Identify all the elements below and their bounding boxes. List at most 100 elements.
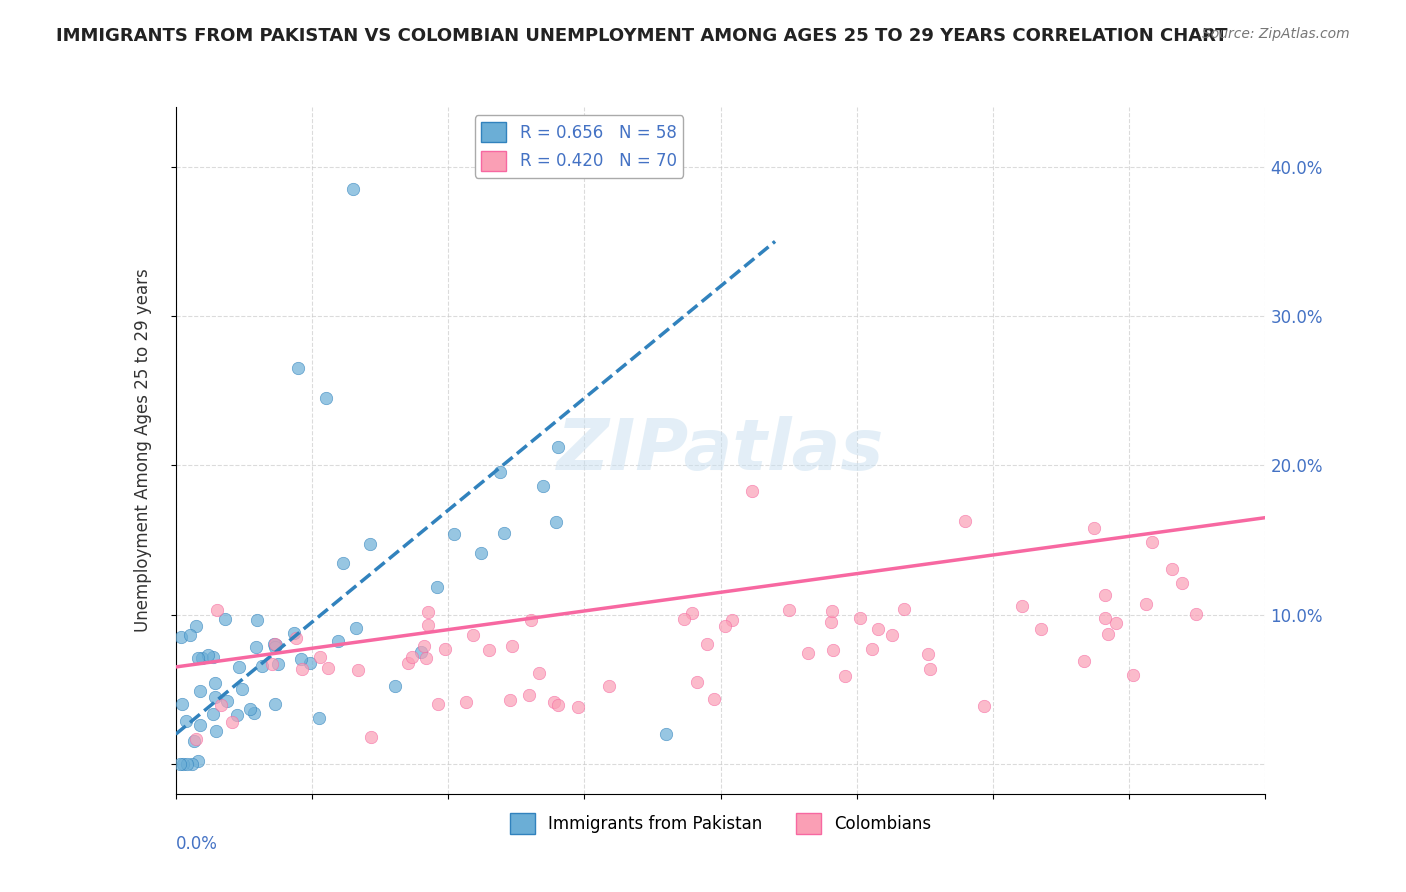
Point xyxy=(347,663,370,677)
Point xyxy=(567,699,589,714)
Point xyxy=(188,718,211,732)
Point xyxy=(443,526,465,541)
Point xyxy=(309,649,332,664)
Point xyxy=(172,757,194,772)
Point xyxy=(202,706,225,721)
Point xyxy=(214,612,236,626)
Point xyxy=(849,611,872,625)
Point xyxy=(188,684,211,698)
Point xyxy=(264,640,287,654)
Point xyxy=(1097,626,1119,640)
Point xyxy=(384,679,406,693)
Point xyxy=(714,619,737,633)
Point xyxy=(250,659,273,673)
Point xyxy=(359,537,381,551)
Point xyxy=(332,556,354,570)
Point xyxy=(315,391,337,405)
Point xyxy=(1171,576,1194,591)
Point xyxy=(492,526,515,541)
Point xyxy=(519,613,541,627)
Point xyxy=(672,612,695,626)
Point xyxy=(221,715,243,730)
Point xyxy=(1029,622,1052,636)
Point xyxy=(1073,654,1095,668)
Point xyxy=(197,648,219,662)
Point xyxy=(1161,562,1184,576)
Point xyxy=(501,639,523,653)
Point xyxy=(418,618,440,632)
Point xyxy=(284,632,307,646)
Point xyxy=(245,640,267,654)
Point xyxy=(1094,611,1116,625)
Point xyxy=(231,681,253,696)
Point xyxy=(170,631,193,645)
Point xyxy=(1011,599,1033,614)
Point xyxy=(547,698,569,713)
Point xyxy=(531,479,554,493)
Point xyxy=(917,647,939,661)
Point xyxy=(953,514,976,528)
Point xyxy=(266,657,288,671)
Text: Source: ZipAtlas.com: Source: ZipAtlas.com xyxy=(1202,27,1350,41)
Point xyxy=(696,637,718,651)
Point xyxy=(174,714,197,728)
Point xyxy=(1094,588,1116,602)
Point xyxy=(264,638,287,652)
Point xyxy=(1185,607,1208,621)
Point xyxy=(1122,668,1144,682)
Point xyxy=(418,605,440,619)
Point xyxy=(703,691,725,706)
Point xyxy=(1135,597,1157,611)
Point xyxy=(543,695,565,709)
Point xyxy=(1140,534,1163,549)
Point xyxy=(821,603,844,617)
Point xyxy=(179,628,201,642)
Point xyxy=(778,603,800,617)
Point xyxy=(741,483,763,498)
Point xyxy=(401,649,423,664)
Point xyxy=(181,757,204,772)
Point xyxy=(456,695,478,709)
Legend: Immigrants from Pakistan, Colombians: Immigrants from Pakistan, Colombians xyxy=(503,807,938,840)
Point xyxy=(821,643,844,657)
Point xyxy=(184,732,207,747)
Point xyxy=(183,734,205,748)
Point xyxy=(239,701,262,715)
Point xyxy=(287,361,309,376)
Point xyxy=(488,466,510,480)
Point xyxy=(246,613,269,627)
Point xyxy=(681,606,703,620)
Point xyxy=(172,697,194,711)
Point xyxy=(655,727,678,741)
Text: 0.0%: 0.0% xyxy=(176,835,218,853)
Point xyxy=(204,676,226,690)
Point xyxy=(797,646,820,660)
Point xyxy=(298,656,321,670)
Point xyxy=(411,645,433,659)
Point xyxy=(316,660,339,674)
Point xyxy=(1105,616,1128,631)
Point xyxy=(893,602,915,616)
Point xyxy=(290,652,312,666)
Point xyxy=(426,580,449,594)
Point xyxy=(720,613,742,627)
Point xyxy=(291,662,314,676)
Point xyxy=(860,642,883,657)
Point xyxy=(415,650,437,665)
Point xyxy=(190,651,212,665)
Point xyxy=(360,730,382,744)
Text: IMMIGRANTS FROM PAKISTAN VS COLOMBIAN UNEMPLOYMENT AMONG AGES 25 TO 29 YEARS COR: IMMIGRANTS FROM PAKISTAN VS COLOMBIAN UN… xyxy=(56,27,1227,45)
Point xyxy=(1083,521,1105,535)
Point xyxy=(834,669,856,683)
Point xyxy=(598,679,620,693)
Point xyxy=(433,642,456,657)
Point xyxy=(498,692,520,706)
Point xyxy=(396,657,419,671)
Text: ZIPatlas: ZIPatlas xyxy=(557,416,884,485)
Point xyxy=(215,694,238,708)
Point xyxy=(342,182,364,196)
Point xyxy=(260,657,283,671)
Point xyxy=(973,699,995,714)
Point xyxy=(205,724,228,739)
Point xyxy=(517,688,540,702)
